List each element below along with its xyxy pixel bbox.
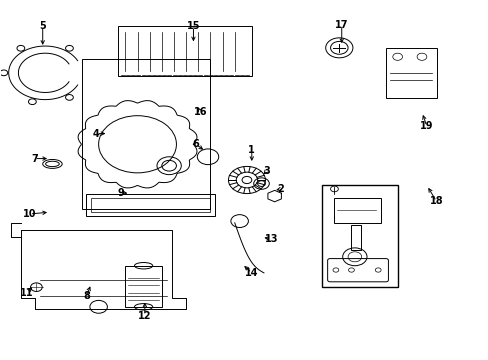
Text: 17: 17 (334, 19, 348, 30)
Text: 10: 10 (23, 209, 36, 219)
Text: 8: 8 (83, 291, 90, 301)
Bar (125, 266, 162, 307)
Text: 12: 12 (138, 311, 151, 321)
Text: 15: 15 (186, 21, 200, 31)
Bar (385, 48, 436, 98)
Text: 13: 13 (264, 234, 277, 244)
Text: 19: 19 (419, 121, 433, 131)
Text: 6: 6 (192, 139, 199, 149)
Text: 5: 5 (39, 21, 46, 31)
Text: 1: 1 (248, 145, 255, 155)
Text: 9: 9 (117, 188, 123, 198)
Bar (351, 225, 361, 249)
Bar (91, 198, 210, 212)
Bar (334, 198, 380, 223)
Text: 2: 2 (277, 184, 284, 194)
Text: 4: 4 (93, 129, 100, 139)
Text: 14: 14 (244, 268, 258, 278)
Bar (322, 185, 397, 287)
Text: 18: 18 (429, 197, 443, 206)
Bar (81, 59, 210, 208)
Bar (86, 194, 215, 216)
Bar (118, 26, 251, 76)
Text: 3: 3 (263, 166, 269, 176)
Text: 7: 7 (31, 154, 38, 163)
Text: 16: 16 (194, 107, 207, 117)
Text: 11: 11 (20, 288, 33, 297)
